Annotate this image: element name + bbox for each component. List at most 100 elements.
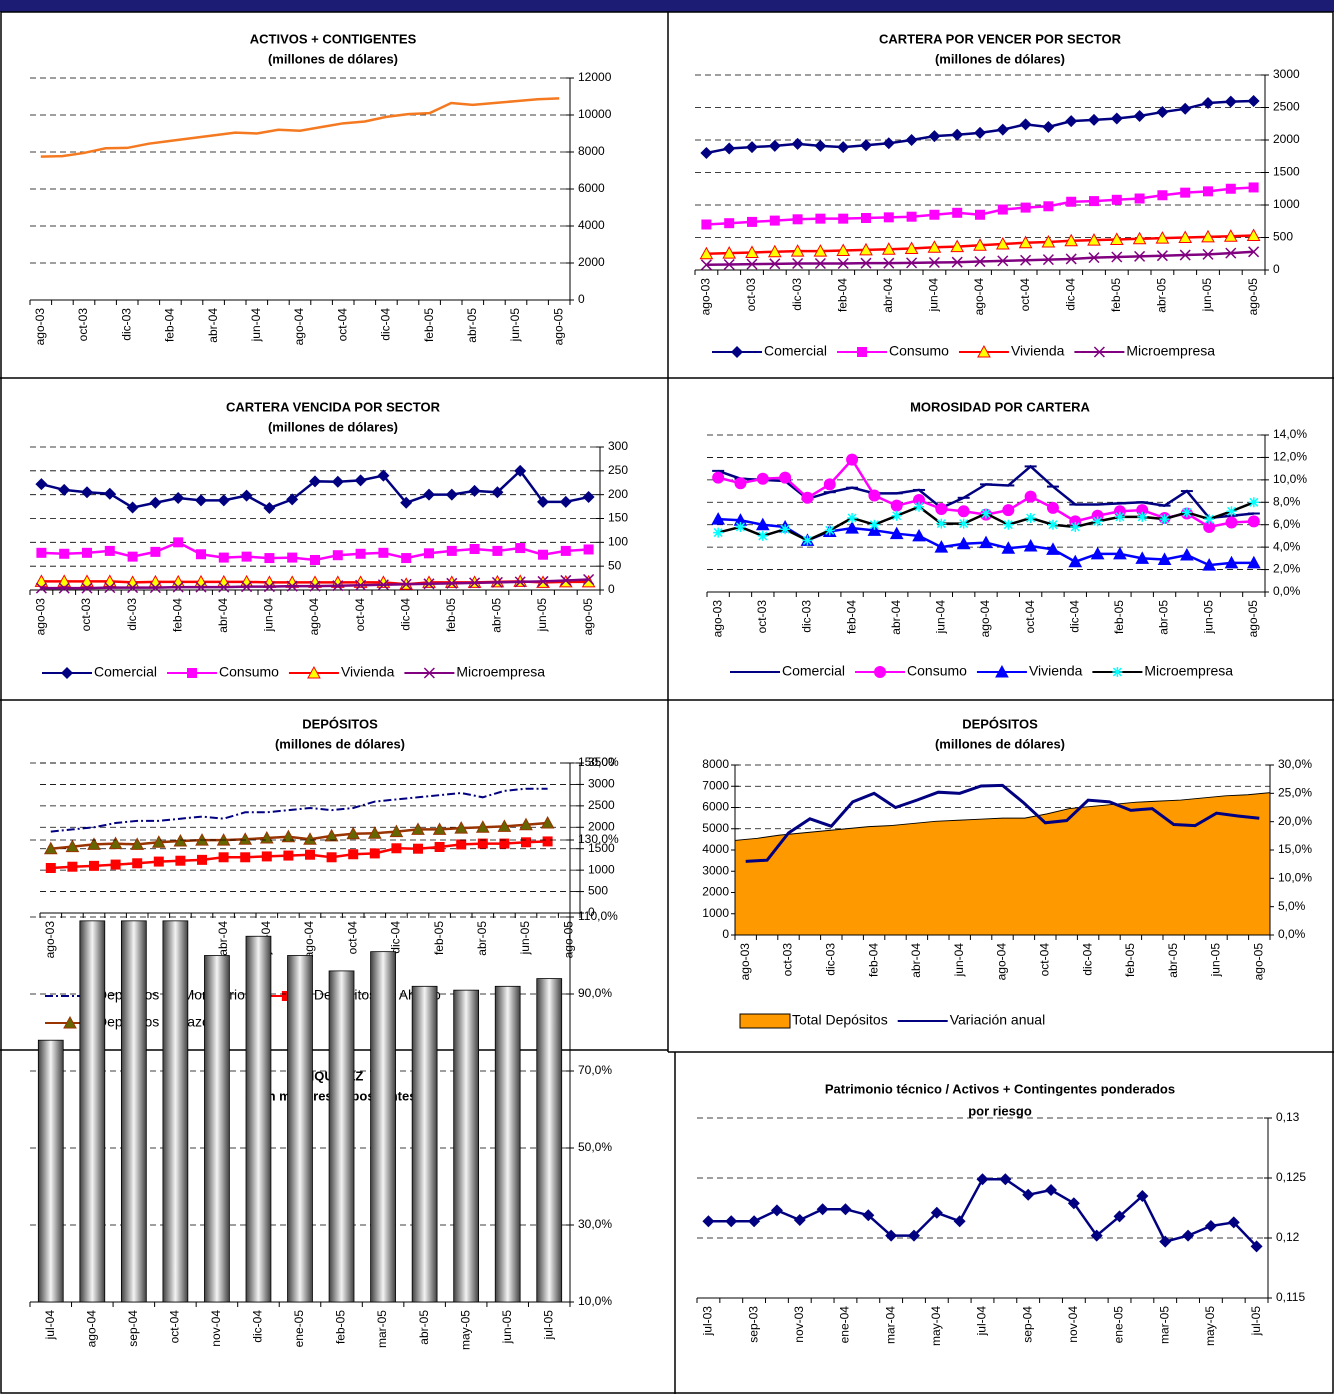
- marker: [195, 581, 207, 593]
- marker: [701, 219, 712, 230]
- marker: [1025, 512, 1036, 523]
- marker: [309, 580, 321, 592]
- marker: [699, 246, 714, 260]
- x-tick-label: dic-03: [119, 308, 133, 341]
- x-tick-label: dic-03: [800, 600, 814, 633]
- marker: [1019, 118, 1032, 131]
- y-tick-label: 7000: [702, 778, 729, 792]
- marker: [907, 1229, 920, 1242]
- x-tick-label: jun-04: [927, 278, 941, 313]
- y-tick-label: 2000: [1273, 132, 1300, 146]
- legend-marker: [977, 344, 991, 358]
- marker: [413, 843, 423, 854]
- marker: [997, 204, 1008, 215]
- marker: [722, 246, 737, 259]
- x-tick-label: dic-03: [790, 278, 804, 311]
- marker: [711, 512, 726, 525]
- x-tick-label: oct-03: [79, 598, 93, 632]
- marker: [468, 484, 481, 497]
- marker: [1202, 96, 1214, 109]
- legend-marker: [857, 347, 868, 357]
- marker: [1047, 519, 1058, 530]
- marker: [80, 574, 94, 587]
- marker: [400, 496, 413, 509]
- marker: [845, 521, 859, 534]
- marker: [1204, 514, 1215, 525]
- legend-label: Consumo: [889, 343, 949, 359]
- x-tick-label: abr-05: [475, 921, 489, 956]
- marker: [332, 550, 343, 561]
- marker: [1248, 182, 1259, 193]
- marker: [815, 213, 826, 224]
- marker: [793, 1214, 806, 1226]
- marker: [905, 134, 918, 146]
- marker: [491, 486, 504, 499]
- x-tick-label: dic-04: [1067, 600, 1081, 633]
- marker: [1042, 121, 1055, 133]
- x-tick-label: jun-05: [500, 1310, 514, 1345]
- marker: [1020, 254, 1032, 266]
- marker: [702, 1215, 715, 1228]
- marker: [1065, 253, 1077, 265]
- marker: [104, 545, 115, 556]
- marker: [883, 212, 894, 223]
- bar: [162, 920, 189, 1303]
- y-tick-label: 4,0%: [1273, 539, 1301, 553]
- marker: [1224, 95, 1237, 108]
- marker: [1159, 514, 1170, 525]
- marker: [1089, 196, 1099, 207]
- marker: [974, 256, 986, 268]
- x-tick-label: abr-04: [216, 598, 230, 633]
- y-tick-label: 1500: [1273, 165, 1300, 179]
- legend-label: Microempresa: [1126, 343, 1215, 359]
- marker: [1225, 247, 1237, 259]
- x-tick-label: oct-04: [353, 598, 367, 632]
- marker: [348, 849, 359, 860]
- marker: [326, 852, 337, 863]
- marker: [346, 826, 361, 840]
- marker: [150, 546, 161, 557]
- marker: [172, 581, 184, 593]
- marker: [324, 828, 339, 842]
- legend-marker: [307, 665, 321, 679]
- marker: [780, 524, 791, 535]
- x-tick-label: abr-04: [216, 921, 230, 956]
- x-tick-label: abr-05: [465, 308, 479, 343]
- marker: [745, 245, 759, 258]
- marker: [979, 535, 993, 549]
- x-tick-label: abr-04: [881, 278, 895, 313]
- bar: [37, 1039, 64, 1303]
- marker: [281, 829, 296, 843]
- marker: [1179, 249, 1191, 261]
- y-tick-label: 10,0%: [578, 1294, 612, 1308]
- marker: [790, 244, 805, 257]
- y-tick-label: 12000: [578, 70, 612, 84]
- legend-marker: [1093, 346, 1105, 358]
- marker: [862, 1209, 875, 1222]
- y-tick-label: 50,0%: [578, 1140, 612, 1154]
- marker: [1111, 251, 1123, 263]
- x-tick-label: ago-03: [34, 598, 48, 636]
- x-tick-label: nov-03: [792, 1306, 806, 1343]
- marker: [153, 856, 164, 867]
- marker: [89, 860, 99, 871]
- marker: [149, 496, 162, 509]
- y-tick-label: 50: [608, 558, 622, 572]
- marker: [355, 548, 366, 559]
- marker: [957, 505, 970, 518]
- marker: [1022, 1188, 1035, 1201]
- marker: [197, 854, 207, 865]
- y-tick-label: 4000: [702, 842, 729, 856]
- x-tick-label: ene-05: [292, 1310, 306, 1348]
- marker: [770, 1204, 783, 1217]
- legend-label: Vivienda: [1011, 343, 1065, 359]
- marker: [1023, 538, 1038, 552]
- marker: [560, 574, 572, 586]
- marker: [173, 537, 184, 548]
- marker: [973, 238, 987, 251]
- marker: [934, 540, 949, 553]
- marker: [303, 832, 317, 845]
- marker: [929, 209, 940, 220]
- y2-tick-label: 10,0%: [1278, 871, 1312, 885]
- bar: [370, 951, 396, 1303]
